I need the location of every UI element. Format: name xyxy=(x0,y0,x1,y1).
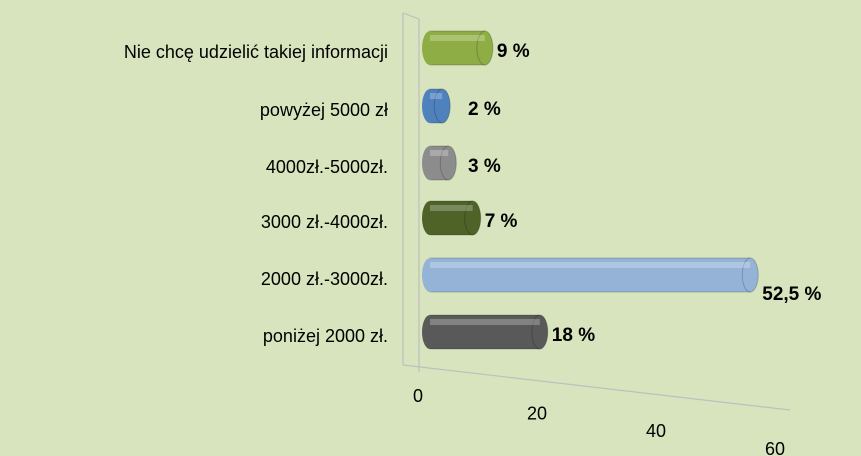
category-label: powyżej 5000 zł xyxy=(260,100,388,120)
category-label: Nie chcę udzielić takiej informacji xyxy=(124,42,388,62)
value-label: 7 % xyxy=(485,211,518,232)
bar-end-cap xyxy=(741,257,759,293)
value-label: 9 % xyxy=(497,41,530,62)
bar-highlight xyxy=(430,150,449,156)
value-label: 2 % xyxy=(468,99,501,120)
bar-start-cap xyxy=(422,146,438,180)
x-tick-label: 0 xyxy=(413,386,423,406)
bar-highlight xyxy=(430,262,751,268)
bar xyxy=(422,257,759,293)
bar-end-cap xyxy=(439,145,457,181)
category-label: 4000zł.-5000zł. xyxy=(266,157,388,177)
x-tick-label: 60 xyxy=(765,439,785,456)
bar-start-cap xyxy=(422,89,438,123)
bar-end-cap xyxy=(476,30,494,66)
x-tick-label: 40 xyxy=(646,421,666,441)
bar xyxy=(422,145,457,181)
bar-end-cap xyxy=(433,88,451,124)
bar xyxy=(422,200,482,236)
value-label: 52,5 % xyxy=(762,284,821,305)
bar-start-cap xyxy=(422,258,438,292)
category-label: 3000 zł.-4000zł. xyxy=(261,212,388,232)
bar-highlight xyxy=(430,319,540,325)
value-label: 3 % xyxy=(468,156,501,177)
bar-highlight xyxy=(430,205,473,211)
bar-end-cap xyxy=(531,314,549,350)
bar-start-cap xyxy=(422,31,438,65)
category-label: poniżej 2000 zł. xyxy=(263,326,388,346)
axis-wall xyxy=(402,12,791,411)
bar-end-cap xyxy=(464,200,482,236)
bar xyxy=(422,88,451,124)
x-tick-label: 20 xyxy=(527,403,547,423)
value-label: 18 % xyxy=(552,325,595,346)
bar xyxy=(422,30,494,66)
category-label: 2000 zł.-3000zł. xyxy=(261,269,388,289)
bar-body xyxy=(429,314,541,350)
bar xyxy=(422,314,549,350)
bar-start-cap xyxy=(422,201,438,235)
bar-highlight xyxy=(430,93,443,99)
bar-start-cap xyxy=(422,315,438,349)
bar-body xyxy=(429,257,751,293)
bar-highlight xyxy=(430,35,485,41)
